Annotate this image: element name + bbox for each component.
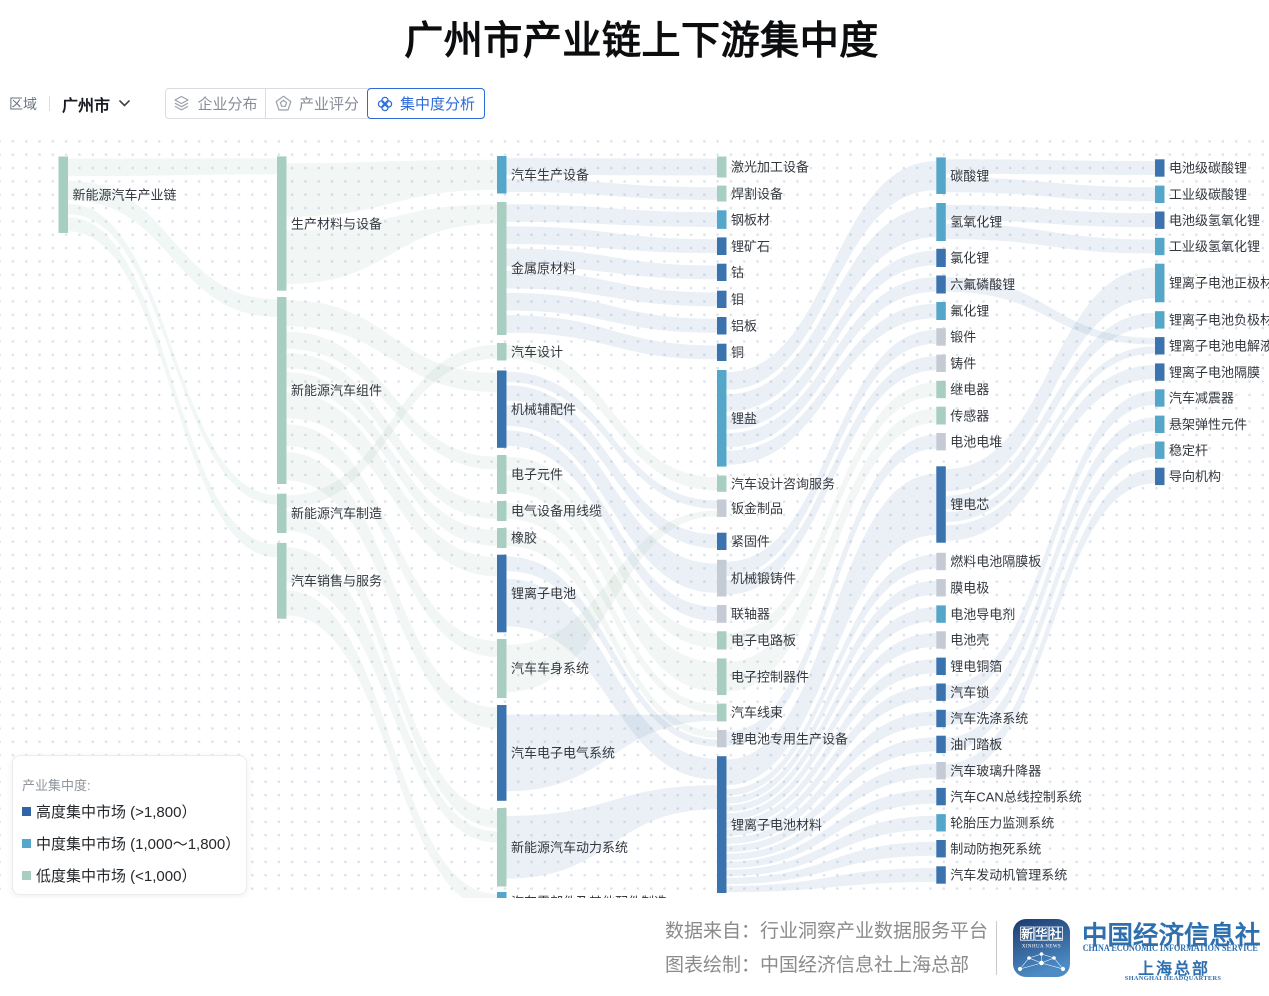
svg-text:碳酸锂: 碳酸锂: [950, 168, 989, 183]
svg-text:钢板材: 钢板材: [731, 212, 770, 227]
svg-text:社: 社: [1049, 926, 1062, 941]
svg-text:联轴器: 联轴器: [731, 607, 770, 622]
svg-text:锂离子电池正极材料: 锂离子电池正极材料: [1169, 276, 1269, 291]
svg-text:锂离子电池电解液: 锂离子电池电解液: [1169, 339, 1269, 354]
svg-text:金属原材料: 金属原材料: [511, 261, 576, 276]
svg-text:紧固件: 紧固件: [731, 534, 770, 549]
svg-text:汽车发动机管理系统: 汽车发动机管理系统: [950, 868, 1067, 883]
svg-text:新能源汽车组件: 新能源汽车组件: [291, 383, 382, 398]
svg-text:汽车销售与服务: 汽车销售与服务: [291, 574, 382, 589]
svg-text:铝板: 铝板: [731, 318, 757, 333]
svg-text:油门踏板: 油门踏板: [950, 737, 1002, 752]
svg-text:新能源汽车产业链: 新能源汽车产业链: [73, 188, 177, 203]
svg-text:导向机构: 导向机构: [1169, 469, 1221, 484]
svg-text:锂离子电池: 锂离子电池: [511, 586, 576, 601]
svg-text:汽车CAN总线控制系统: 汽车CAN总线控制系统: [950, 789, 1081, 804]
svg-text:电气设备用线缆: 电气设备用线缆: [511, 504, 602, 519]
svg-text:电子电路板: 电子电路板: [731, 633, 796, 648]
svg-text:汽车锁: 汽车锁: [950, 685, 989, 700]
svg-text:钴: 钴: [731, 265, 744, 280]
svg-text:氟化锂: 氟化锂: [950, 304, 989, 319]
svg-text:锂离子电池材料: 锂离子电池材料: [731, 817, 822, 832]
svg-text:新: 新: [1021, 926, 1033, 941]
svg-text:锂矿石: 锂矿石: [731, 239, 770, 254]
svg-text:锂电芯: 锂电芯: [950, 497, 989, 512]
svg-text:XINHUA NEWS: XINHUA NEWS: [1022, 945, 1061, 950]
svg-text:电子元件: 电子元件: [511, 467, 563, 482]
svg-text:电池级氢氧化锂: 电池级氢氧化锂: [1169, 213, 1260, 228]
svg-text:机械辅配件: 机械辅配件: [511, 402, 576, 417]
svg-text:汽车减震器: 汽车减震器: [1169, 391, 1234, 406]
svg-text:焊割设备: 焊割设备: [731, 186, 783, 201]
svg-text:汽车电子电气系统: 汽车电子电气系统: [511, 746, 615, 761]
svg-text:氯化锂: 氯化锂: [950, 251, 989, 266]
svg-text:电池级碳酸锂: 电池级碳酸锂: [1169, 161, 1247, 176]
svg-text:汽车玻璃升降器: 汽车玻璃升降器: [950, 763, 1041, 778]
svg-text:锂离子电池隔膜: 锂离子电池隔膜: [1169, 365, 1260, 380]
svg-text:膜电极: 膜电极: [950, 581, 989, 596]
svg-text:机械锻铸件: 机械锻铸件: [731, 571, 796, 586]
svg-text:锂离子电池负极材料: 锂离子电池负极材料: [1169, 313, 1269, 328]
svg-text:锂电池专用生产设备: 锂电池专用生产设备: [731, 731, 848, 746]
svg-text:新能源汽车动力系统: 新能源汽车动力系统: [511, 840, 628, 855]
svg-text:锂电铜箔: 锂电铜箔: [950, 659, 1002, 674]
svg-text:汽车设计: 汽车设计: [511, 344, 563, 359]
svg-text:六氟磷酸锂: 六氟磷酸锂: [950, 277, 1015, 292]
svg-text:电池导电剂: 电池导电剂: [950, 607, 1015, 622]
svg-text:继电器: 继电器: [950, 382, 989, 397]
svg-text:悬架弹性元件: 悬架弹性元件: [1169, 417, 1247, 432]
svg-text:汽车生产设备: 汽车生产设备: [511, 168, 589, 183]
svg-text:汽车线束: 汽车线束: [731, 705, 783, 720]
svg-text:工业级氢氧化锂: 工业级氢氧化锂: [1169, 239, 1260, 254]
svg-text:燃料电池隔膜板: 燃料电池隔膜板: [950, 554, 1041, 569]
svg-text:激光加工设备: 激光加工设备: [731, 160, 809, 175]
svg-text:传感器: 传感器: [950, 408, 989, 423]
svg-text:锂盐: 锂盐: [731, 411, 757, 426]
svg-text:轮胎压力监测系统: 轮胎压力监测系统: [950, 816, 1054, 831]
svg-text:工业级碳酸锂: 工业级碳酸锂: [1169, 187, 1247, 202]
svg-text:氢氧化锂: 氢氧化锂: [950, 215, 1002, 230]
svg-text:汽车零部件及其他配件制造: 汽车零部件及其他配件制造: [511, 895, 667, 898]
svg-text:制动防抱死系统: 制动防抱死系统: [950, 841, 1041, 856]
svg-text:生产材料与设备: 生产材料与设备: [291, 216, 382, 231]
svg-text:锻件: 锻件: [950, 330, 976, 345]
svg-text:汽车洗涤系统: 汽车洗涤系统: [950, 711, 1028, 726]
svg-text:钣金制品: 钣金制品: [731, 501, 783, 516]
svg-text:电池电堆: 电池电堆: [950, 434, 1002, 449]
svg-text:铸件: 铸件: [950, 356, 976, 371]
svg-text:橡胶: 橡胶: [511, 531, 537, 546]
svg-text:钼: 钼: [731, 292, 744, 307]
svg-text:汽车车身系统: 汽车车身系统: [511, 661, 589, 676]
svg-text:汽车设计咨询服务: 汽车设计咨询服务: [731, 476, 835, 491]
svg-text:新能源汽车制造: 新能源汽车制造: [291, 506, 382, 521]
svg-text:电池壳: 电池壳: [950, 633, 989, 648]
svg-text:华: 华: [1035, 926, 1047, 941]
svg-text:电子控制器件: 电子控制器件: [731, 670, 809, 685]
svg-text:稳定杆: 稳定杆: [1169, 443, 1208, 458]
svg-text:铜: 铜: [731, 345, 744, 360]
